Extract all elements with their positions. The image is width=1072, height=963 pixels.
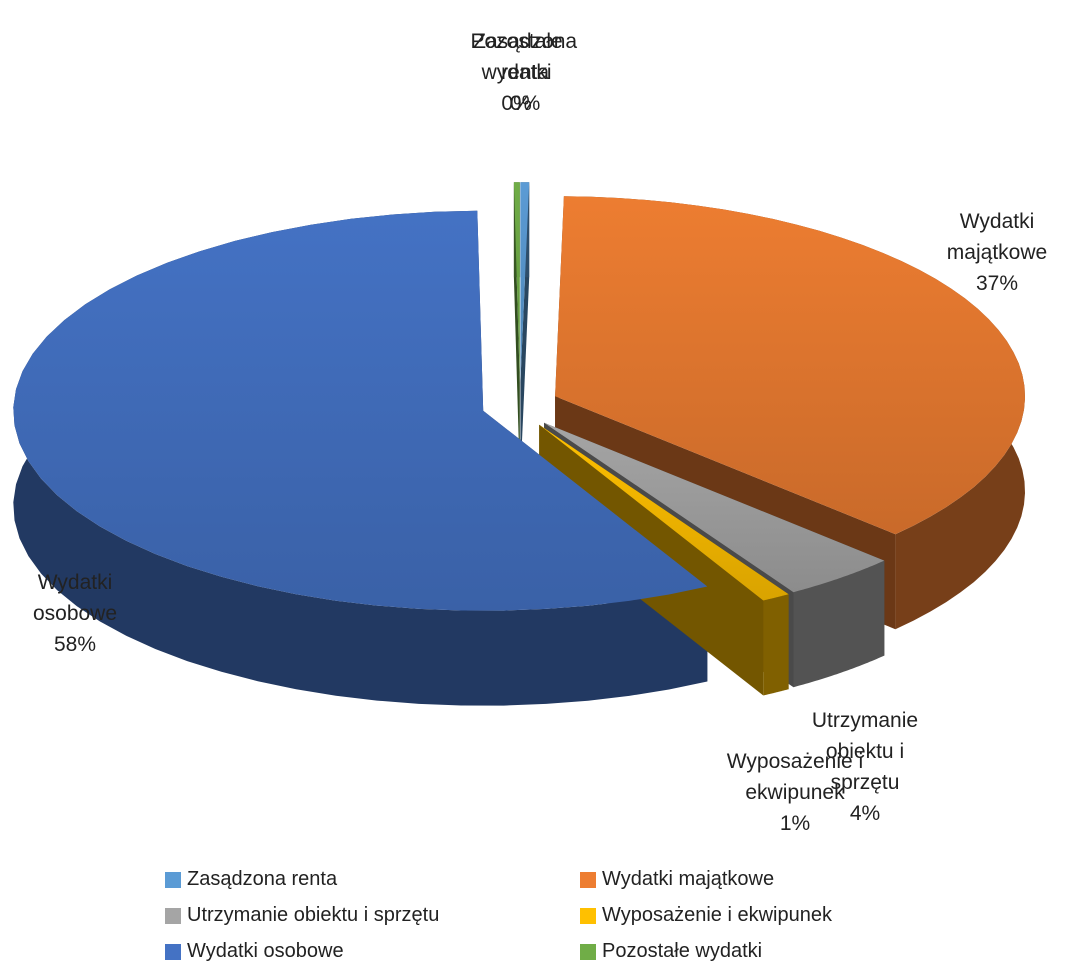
- slice: [513, 182, 520, 383]
- slice-side: [763, 594, 789, 696]
- data-label-name: Utrzymanie obiektu i sprzętu: [811, 708, 919, 794]
- legend-item: Wyposażenie i ekwipunek: [580, 904, 832, 927]
- data-label: Utrzymanie obiektu i sprzętu 4%: [790, 705, 940, 829]
- data-label-name: Pozostałe wydatki: [470, 29, 563, 84]
- slice-side: [793, 560, 885, 688]
- data-label: Wydatki majątkowe 37%: [922, 206, 1072, 299]
- legend-item: Utrzymanie obiektu i sprzętu: [165, 904, 439, 927]
- data-label-value: 37%: [975, 271, 1019, 295]
- data-label: Zasądzona renta 0%: [450, 26, 600, 119]
- data-label-value: 4%: [849, 801, 881, 825]
- data-label-name: Zasądzona renta: [473, 29, 578, 84]
- legend-swatch: [165, 871, 181, 888]
- slice: [13, 210, 708, 611]
- legend-label: Zasądzona renta: [187, 868, 338, 890]
- slice: [544, 422, 885, 593]
- legend-label: Utrzymanie obiektu i sprzętu: [187, 904, 440, 926]
- legend-item: Pozostałe wydatki: [580, 940, 762, 963]
- slice: [539, 424, 789, 601]
- data-label-name: Wydatki osobowe: [32, 571, 118, 626]
- legend-swatch: [580, 907, 596, 924]
- data-label-name: Wydatki majątkowe: [946, 209, 1048, 264]
- data-label: Wyposażenie i ekwipunek 1%: [720, 746, 870, 839]
- legend-item: Zasądzona renta: [165, 868, 337, 891]
- legend-swatch: [165, 907, 181, 924]
- legend-item: Wydatki osobowe: [165, 940, 344, 963]
- legend-label: Wydatki osobowe: [187, 940, 344, 962]
- data-label-value: 0%: [501, 91, 532, 115]
- data-label-name: Wyposażenie i ekwipunek: [726, 750, 864, 805]
- legend-swatch: [580, 871, 596, 888]
- slice: [520, 182, 530, 383]
- data-label-value: 1%: [779, 812, 811, 836]
- legend-swatch: [165, 943, 181, 960]
- legend-label: Wydatki majątkowe: [602, 868, 775, 890]
- slice: [555, 196, 1025, 535]
- legend-item: Wydatki majątkowe: [580, 868, 774, 891]
- data-label: Pozostałe wydatki 0%: [442, 26, 592, 119]
- data-label-value: 0%: [509, 91, 541, 115]
- legend-label: Pozostałe wydatki: [602, 940, 763, 962]
- data-label: Wydatki osobowe 58%: [0, 567, 150, 660]
- legend-swatch: [580, 943, 596, 960]
- legend-label: Wyposażenie i ekwipunek: [602, 904, 832, 926]
- data-label-value: 58%: [53, 633, 97, 657]
